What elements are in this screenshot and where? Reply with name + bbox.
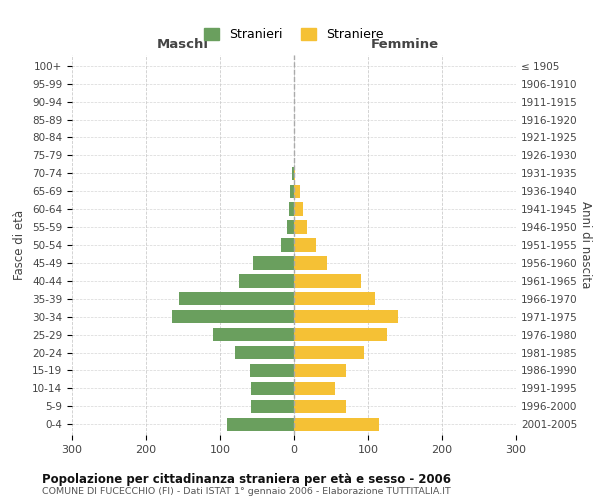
Bar bbox=[235, 346, 294, 360]
Y-axis label: Anni di nascita: Anni di nascita bbox=[578, 202, 592, 288]
Bar bbox=[294, 364, 346, 377]
Legend: Stranieri, Straniere: Stranieri, Straniere bbox=[199, 23, 389, 46]
Bar bbox=[294, 274, 361, 287]
Bar bbox=[294, 382, 335, 395]
Bar bbox=[287, 220, 294, 234]
Bar bbox=[294, 292, 376, 306]
Text: Popolazione per cittadinanza straniera per età e sesso - 2006: Popolazione per cittadinanza straniera p… bbox=[42, 472, 451, 486]
Bar bbox=[294, 220, 307, 234]
Bar bbox=[227, 418, 294, 431]
Bar bbox=[253, 256, 294, 270]
Bar bbox=[294, 184, 300, 198]
Bar bbox=[212, 328, 294, 342]
Bar bbox=[294, 256, 328, 270]
Text: COMUNE DI FUCECCHIO (FI) - Dati ISTAT 1° gennaio 2006 - Elaborazione TUTTITALIA.: COMUNE DI FUCECCHIO (FI) - Dati ISTAT 1°… bbox=[42, 488, 451, 496]
Bar bbox=[294, 346, 364, 360]
Bar bbox=[251, 400, 294, 413]
Bar bbox=[294, 400, 346, 413]
Text: Maschi: Maschi bbox=[157, 38, 209, 52]
Bar bbox=[250, 364, 294, 377]
Bar bbox=[294, 310, 398, 324]
Bar bbox=[294, 418, 379, 431]
Bar bbox=[281, 238, 294, 252]
Bar bbox=[179, 292, 294, 306]
Bar bbox=[294, 328, 386, 342]
Bar bbox=[289, 202, 294, 216]
Bar bbox=[292, 166, 294, 180]
Bar bbox=[294, 166, 295, 180]
Bar bbox=[251, 382, 294, 395]
Y-axis label: Fasce di età: Fasce di età bbox=[13, 210, 26, 280]
Text: Femmine: Femmine bbox=[371, 38, 439, 52]
Bar bbox=[172, 310, 294, 324]
Bar bbox=[294, 238, 316, 252]
Bar bbox=[239, 274, 294, 287]
Bar bbox=[290, 184, 294, 198]
Bar bbox=[294, 202, 303, 216]
